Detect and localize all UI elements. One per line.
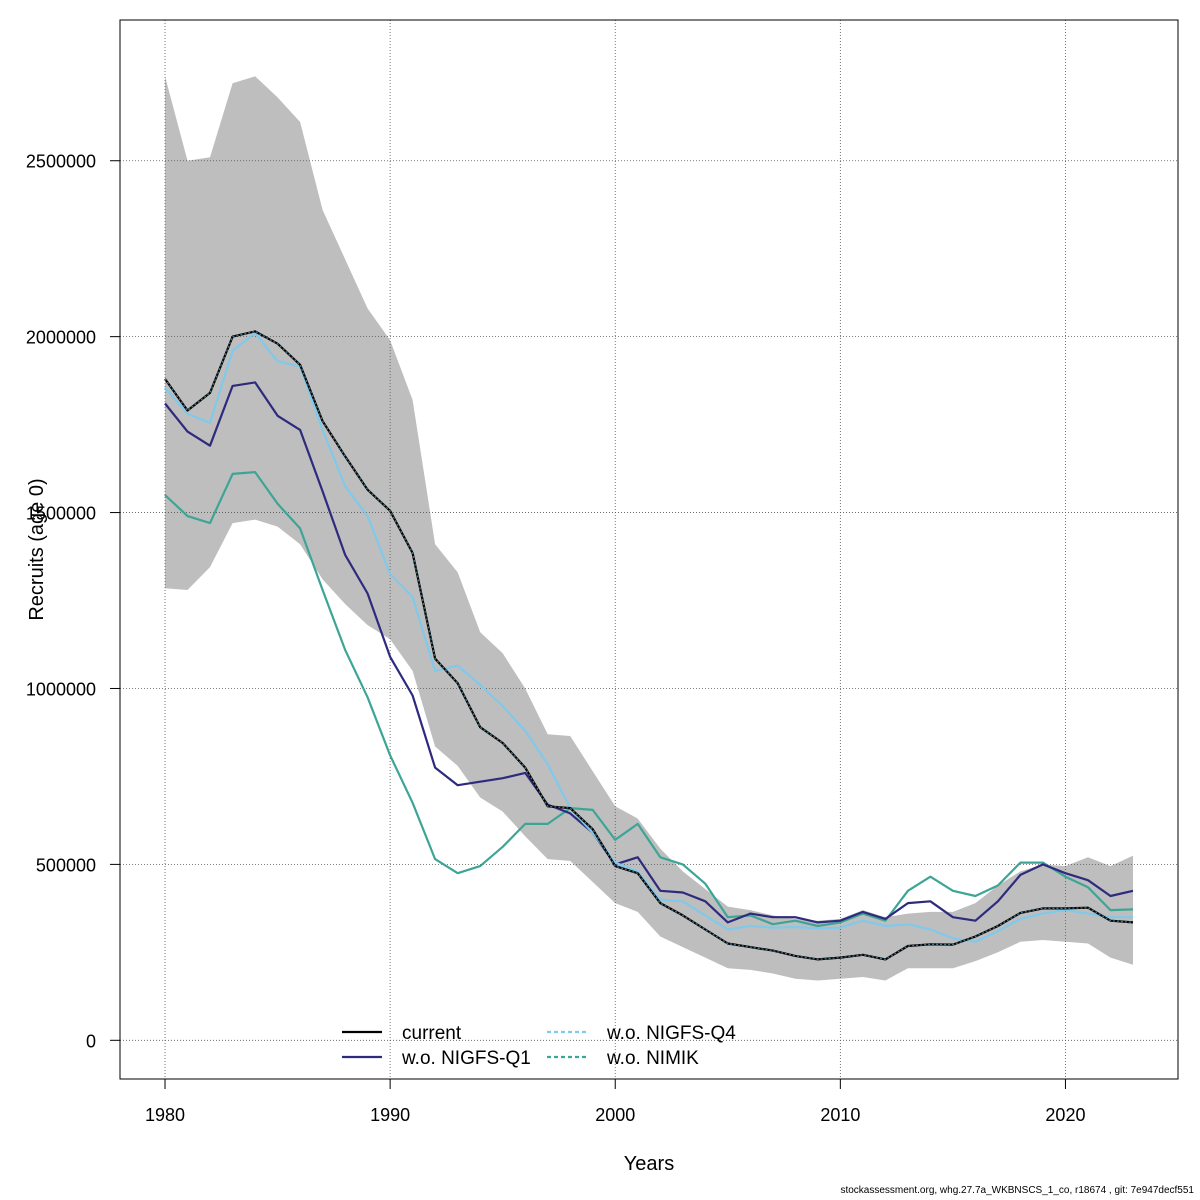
series-lines (164, 330, 1134, 961)
y-tick-label: 500000 (36, 855, 96, 875)
y-axis: 0 500000 1000000 1500000 2000000 2500000 (26, 152, 120, 1051)
x-axis: 1980 1990 2000 2010 2020 (145, 1078, 1085, 1125)
legend-label: w.o. NIMIK (606, 1048, 699, 1069)
footer-caption: stockassessment.org, whg.27.7a_WKBNSCS_1… (840, 1185, 1194, 1196)
y-tick-label: 1500000 (26, 504, 96, 524)
x-axis-title: Years (624, 1153, 674, 1175)
y-tick-label: 2500000 (26, 152, 96, 172)
confidence-band (165, 76, 1133, 981)
legend-label: w.o. NIGFS-Q4 (606, 1023, 736, 1044)
x-tick-label: 2020 (1045, 1105, 1085, 1125)
series-line (164, 332, 1133, 943)
confidence-band-layer (165, 76, 1133, 981)
legend-label: w.o. NIGFS-Q1 (401, 1048, 531, 1069)
legend-label: current (402, 1023, 462, 1044)
y-tick-label: 0 (86, 1031, 96, 1051)
legend: current w.o. NIGFS-Q1 w.o. NIGFS-Q4 w.o. NI… (342, 1023, 736, 1069)
series-line-dotted-overlay (164, 330, 1134, 961)
x-tick-label: 2010 (820, 1105, 860, 1125)
x-tick-label: 1980 (145, 1105, 185, 1125)
x-tick-label: 1990 (370, 1105, 410, 1125)
y-axis-title: Recruits (age 0) (26, 478, 48, 620)
y-tick-label: 2000000 (26, 328, 96, 348)
grid-lines (120, 20, 1178, 1079)
series-line (164, 381, 1134, 924)
series-line (164, 471, 1134, 928)
x-tick-label: 2000 (595, 1105, 635, 1125)
y-tick-label: 1000000 (26, 679, 96, 699)
